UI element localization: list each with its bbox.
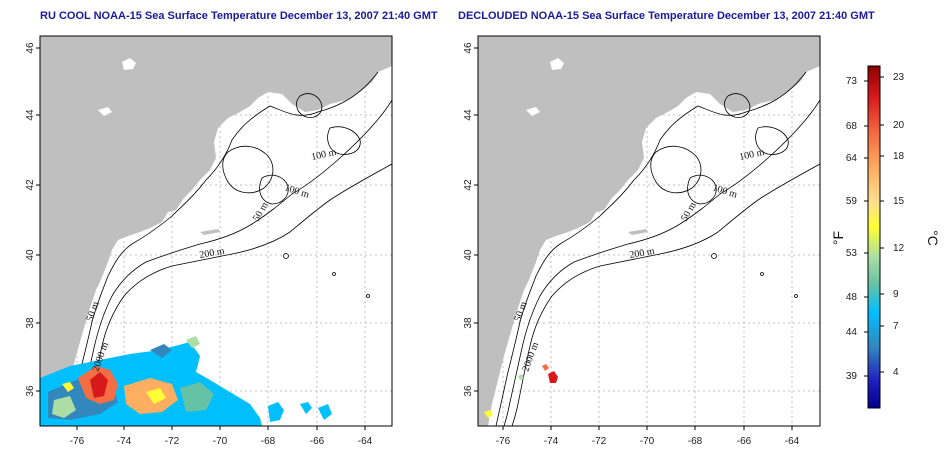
right-lat-tick: 44 <box>463 109 474 121</box>
right-contour-label-200m: 200 m <box>629 246 656 261</box>
fahrenheit-ticks: 73 68 64 59 53 48 44 39 <box>846 76 858 382</box>
left-lat-tick: 40 <box>25 249 36 261</box>
fahrenheit-tick: 64 <box>846 153 858 164</box>
celsius-ticks: 23 20 18 15 12 9 7 4 <box>893 72 905 378</box>
fahrenheit-tick: 59 <box>846 196 858 207</box>
left-lat-tick: 46 <box>25 42 36 54</box>
celsius-tick: 23 <box>893 72 905 83</box>
fahrenheit-tick: 73 <box>846 76 858 87</box>
left-tick-marks <box>36 47 366 430</box>
celsius-label: °C <box>925 230 941 246</box>
fahrenheit-label: °F <box>830 231 846 245</box>
right-map-panel: 100 m 100 m 50 m 200 m 50 m 2000 m 36 38… <box>463 35 821 447</box>
right-lat-tick: 46 <box>463 42 474 54</box>
right-lat-tick: 38 <box>463 317 474 329</box>
fahrenheit-tick: 53 <box>846 248 858 259</box>
right-lon-tick: -66 <box>737 436 752 447</box>
right-lon-tick: -64 <box>785 436 800 447</box>
left-map-title: RU COOL NOAA-15 Sea Surface Temperature … <box>40 10 438 22</box>
fahrenheit-tick: 68 <box>846 121 858 132</box>
left-map-panel: 100 m 100 m 50 m 200 m 50 m 2000 m 36 38… <box>25 35 393 447</box>
right-lon-tick: -76 <box>496 436 511 447</box>
right-contour-label-100m-a: 100 m <box>738 147 765 163</box>
left-map-frame <box>39 35 393 427</box>
right-lon-tick: -70 <box>640 436 655 447</box>
right-map-frame <box>477 35 821 427</box>
left-lat-tick: 36 <box>25 385 36 397</box>
right-bathymetry-contours <box>495 71 820 426</box>
colorbar: 73 68 64 59 53 48 44 39 23 20 18 15 12 9… <box>830 65 941 409</box>
colorbar-gradient <box>867 65 881 409</box>
left-lat-tick: 42 <box>25 179 36 191</box>
fahrenheit-tick: 39 <box>846 371 858 382</box>
left-lon-tick: -76 <box>70 436 85 447</box>
celsius-tick: 18 <box>893 151 905 162</box>
right-sst-pixels <box>484 364 558 418</box>
left-lon-tick: -68 <box>261 436 276 447</box>
right-land-mass <box>478 36 820 426</box>
right-lat-tick: 36 <box>463 385 474 397</box>
celsius-tick: 9 <box>893 289 899 300</box>
colorbar-tick-marks <box>864 76 884 377</box>
left-land-mass <box>40 36 392 426</box>
celsius-tick: 4 <box>893 367 899 378</box>
celsius-tick: 20 <box>893 120 905 131</box>
left-lon-tick: -66 <box>310 436 325 447</box>
left-lat-axis: 36 38 40 42 44 46 <box>25 42 36 397</box>
left-lon-tick: -64 <box>358 436 373 447</box>
left-lat-tick: 44 <box>25 109 36 121</box>
left-lat-tick: 38 <box>25 317 36 329</box>
celsius-tick: 12 <box>893 243 905 254</box>
right-lat-tick: 42 <box>463 179 474 191</box>
celsius-tick: 15 <box>893 196 905 207</box>
left-lon-axis: -76 -74 -72 -70 -68 -66 -64 <box>70 436 373 447</box>
left-contour-label-200m: 200 m <box>199 246 226 261</box>
right-lon-tick: -72 <box>592 436 607 447</box>
left-lon-tick: -72 <box>165 436 180 447</box>
fahrenheit-tick: 48 <box>846 292 858 303</box>
left-lon-tick: -70 <box>213 436 228 447</box>
right-tick-marks <box>474 47 793 430</box>
right-lon-tick: -74 <box>544 436 559 447</box>
celsius-tick: 7 <box>893 321 899 332</box>
right-lon-tick: -68 <box>688 436 703 447</box>
fahrenheit-tick: 44 <box>846 327 858 338</box>
right-map-title: DECLOUDED NOAA-15 Sea Surface Temperatur… <box>458 10 875 22</box>
right-lat-tick: 40 <box>463 249 474 261</box>
right-lon-axis: -76 -74 -72 -70 -68 -66 -64 <box>496 436 800 447</box>
left-contour-label-100m-a: 100 m <box>310 147 337 163</box>
left-lon-tick: -74 <box>117 436 132 447</box>
left-sst-pixels <box>40 336 332 426</box>
right-lat-axis: 36 38 40 42 44 46 <box>463 42 474 397</box>
